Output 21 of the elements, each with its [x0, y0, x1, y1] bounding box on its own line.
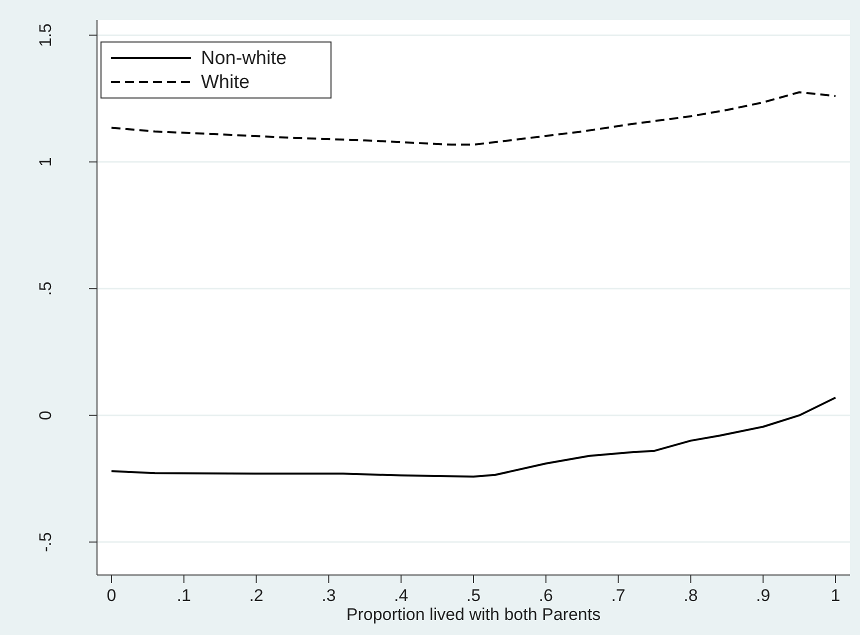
- x-tick-label: .1: [176, 586, 191, 605]
- y-tick-label: 1: [36, 157, 55, 167]
- x-tick-label: .3: [322, 586, 336, 605]
- x-tick-label: .4: [394, 586, 408, 605]
- x-tick-label: .7: [611, 586, 626, 605]
- x-tick-label: 1: [830, 586, 840, 605]
- x-tick-label: 0: [106, 586, 116, 605]
- x-tick-label: .9: [756, 586, 770, 605]
- x-tick-label: .8: [684, 586, 698, 605]
- legend-label: Non-white: [201, 48, 287, 69]
- x-tick-label: .6: [538, 586, 553, 605]
- line-series: [110, 396, 837, 478]
- x-axis-title: Proportion lived with both Parents: [346, 605, 601, 624]
- y-tick-label: .5: [36, 282, 55, 296]
- y-tick-label: 1.5: [36, 23, 55, 48]
- line-series: [110, 91, 837, 146]
- y-tick-label: 0: [36, 410, 55, 420]
- x-tick-label: .5: [466, 586, 481, 605]
- legend-label: White: [201, 72, 250, 93]
- x-tick-label: .2: [249, 586, 264, 605]
- y-tick-label: -.5: [36, 532, 55, 552]
